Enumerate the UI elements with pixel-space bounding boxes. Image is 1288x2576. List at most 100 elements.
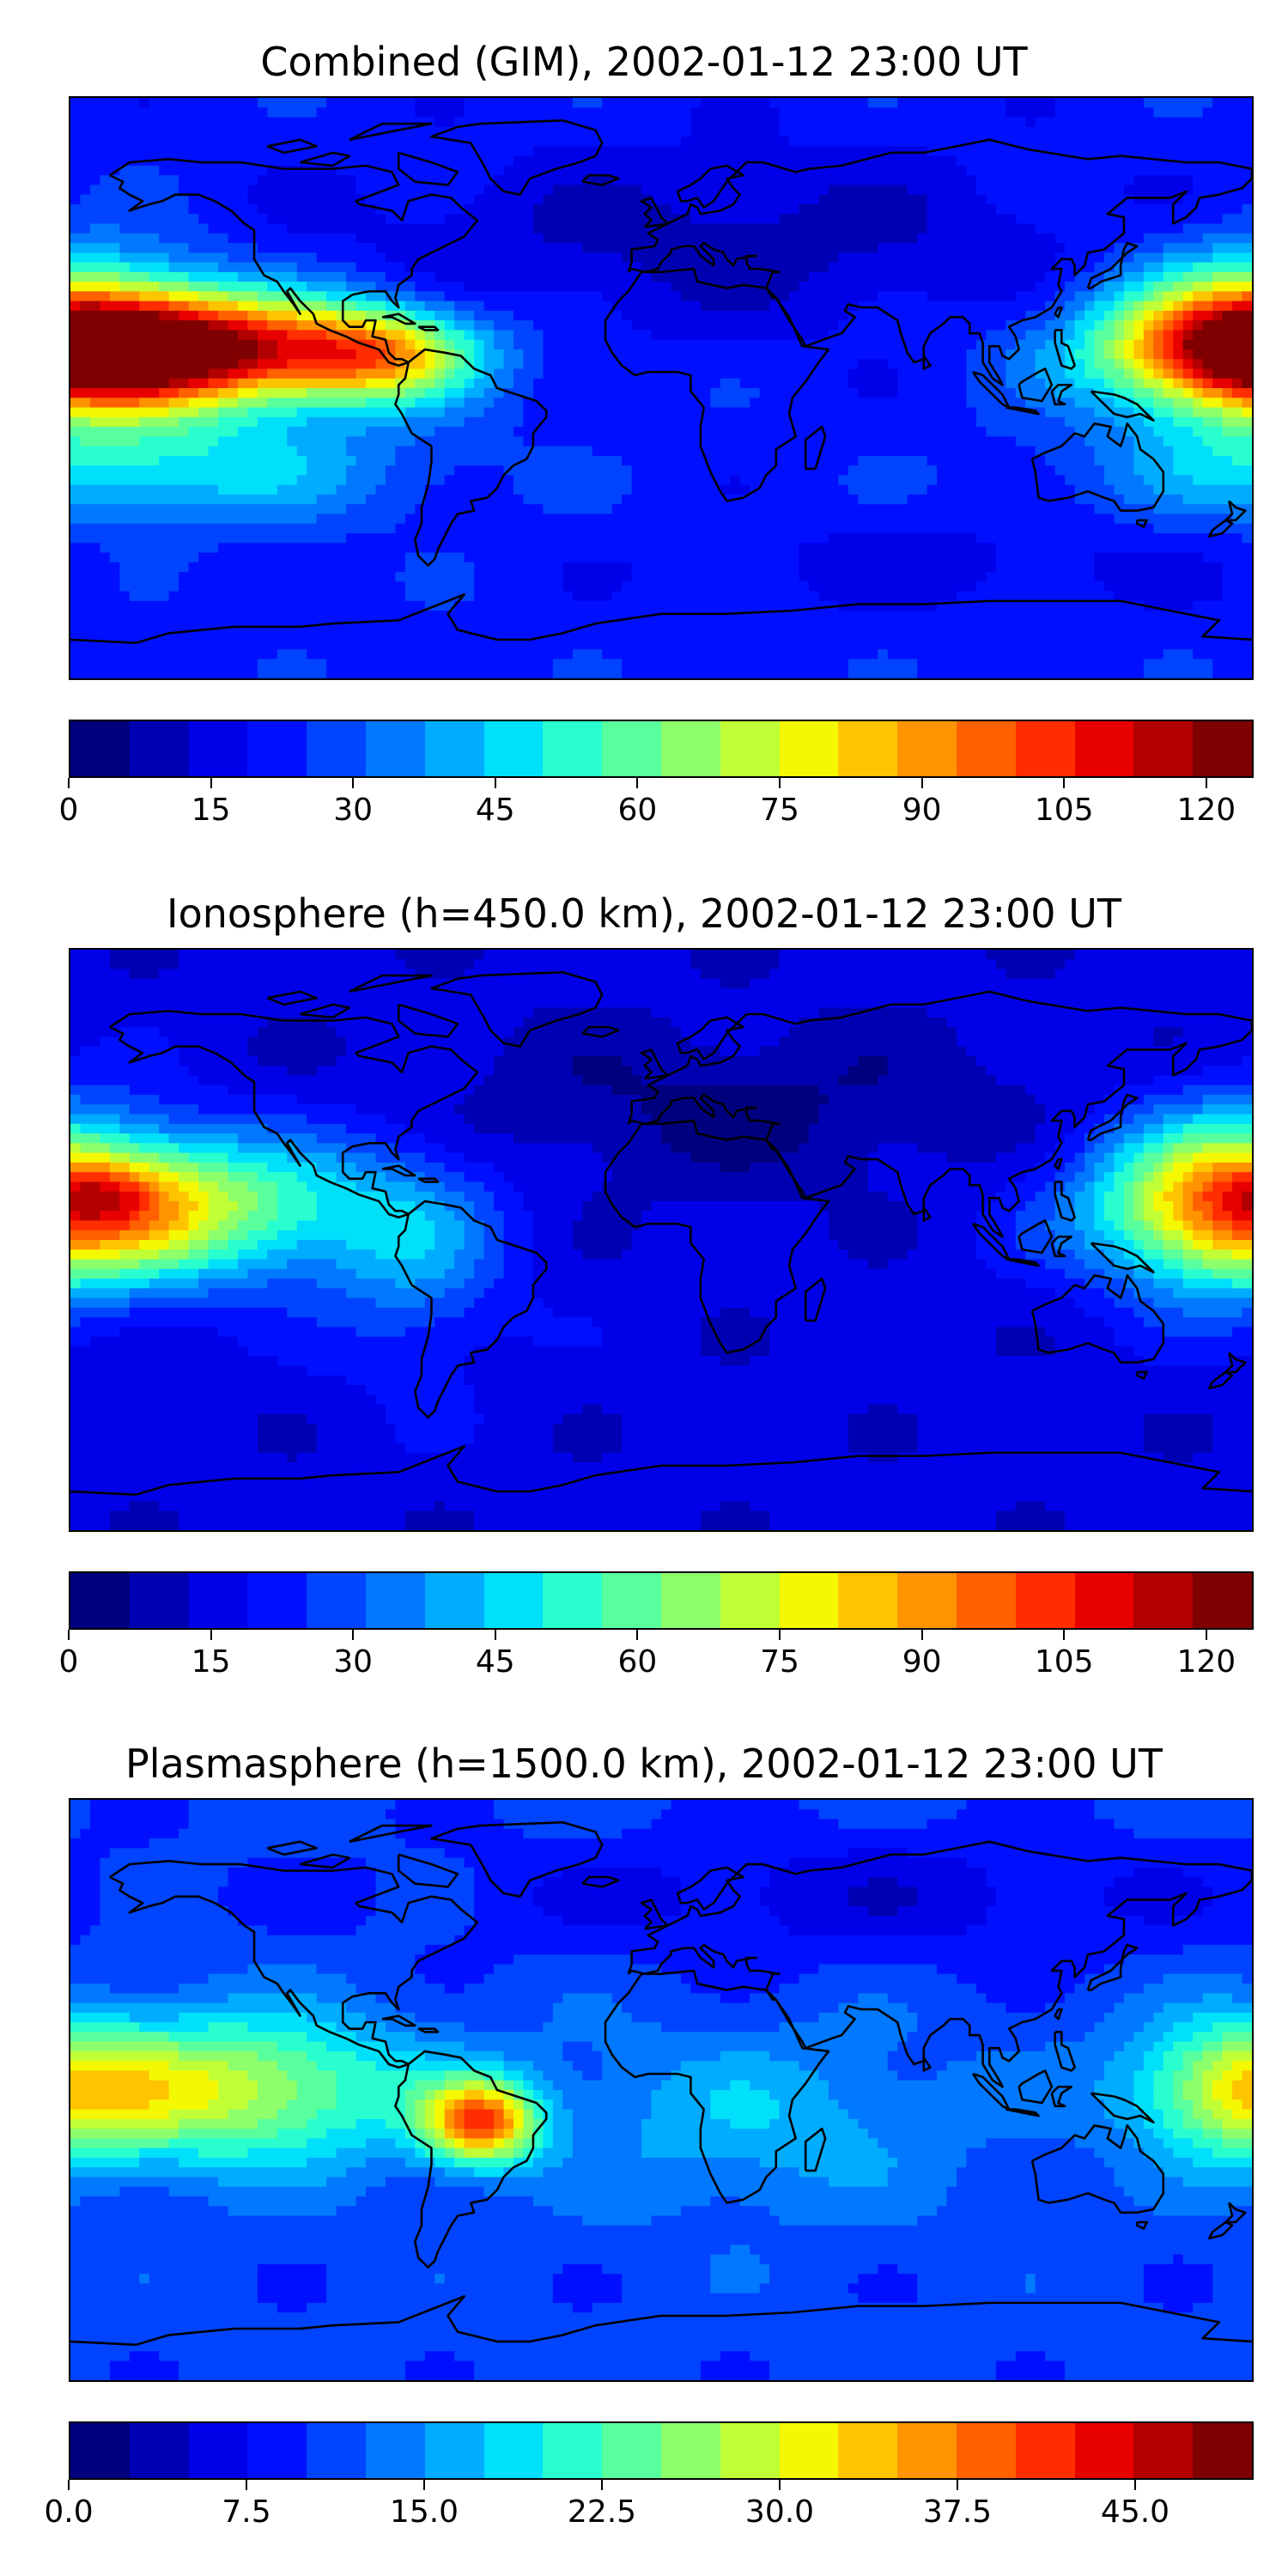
contour-cell: [119, 1191, 141, 1203]
contour-cell: [70, 436, 82, 448]
contour-cell: [975, 2050, 1115, 2063]
contour-cell: [474, 1268, 506, 1280]
contour-cell: [1212, 659, 1252, 671]
contour-cell: [867, 1259, 890, 1271]
contour-cell: [622, 252, 840, 264]
contour-cell: [1143, 659, 1214, 671]
contour-cell: [848, 310, 1027, 322]
contour-cell: [1114, 1327, 1165, 1339]
contour-cell: [149, 1279, 200, 1290]
contour-cell: [415, 2032, 909, 2044]
contour-cell: [523, 349, 544, 361]
contour-cell: [119, 1114, 171, 1126]
contour-cell: [1074, 320, 1097, 331]
colorbar-segment: [838, 721, 898, 776]
contour-cell: [1123, 185, 1194, 197]
contour-cell: [543, 330, 653, 342]
contour-cell: [828, 1211, 919, 1222]
contour-cell: [1182, 378, 1194, 390]
contour-cell: [1133, 1152, 1145, 1164]
contour-cell: [70, 126, 692, 138]
contour-cell: [1133, 1191, 1145, 1203]
contour-cell: [592, 1317, 702, 1328]
contour-cell: [1163, 1152, 1175, 1164]
contour-cell: [70, 1433, 259, 1445]
tick-mark: [779, 2480, 781, 2490]
contour-cell: [1193, 1114, 1252, 1126]
contour-cell: [257, 1172, 299, 1183]
contour-cell: [1104, 1200, 1126, 1212]
contour-cell: [995, 552, 1097, 564]
coastline: [110, 1861, 477, 2067]
contour-cell: [366, 320, 387, 331]
contour-cell: [296, 407, 407, 419]
contour-cell: [454, 2351, 722, 2362]
contour-cell: [661, 1809, 820, 1821]
contour-cell: [523, 2118, 535, 2130]
contour-cell: [1173, 330, 1185, 342]
contour-cell: [395, 2138, 416, 2150]
contour-cell: [316, 1066, 495, 1077]
contour-cell: [237, 301, 259, 313]
coastline: [1225, 501, 1245, 520]
contour-cell: [543, 359, 860, 370]
contour-cell: [70, 1809, 92, 1821]
contour-cell: [1153, 1268, 1185, 1280]
contour-cell: [159, 1095, 299, 1106]
contour-cell: [513, 2148, 525, 2160]
contour-cell: [532, 2090, 544, 2101]
contour-cell: [70, 2157, 141, 2169]
contour-cell: [927, 146, 1252, 158]
contour-cell: [346, 1375, 466, 1387]
contour-cell: [119, 1182, 141, 1194]
coastline: [70, 2296, 1252, 2344]
contour-cell: [720, 484, 751, 496]
contour-cell: [70, 1249, 121, 1261]
contour-cell: [1163, 252, 1214, 264]
contour-cell: [70, 1307, 131, 1319]
contour-cell: [1212, 291, 1244, 303]
contour-cell: [109, 2360, 180, 2372]
contour-cell: [474, 1433, 555, 1445]
contour-cell: [119, 1230, 151, 1242]
coastline: [605, 269, 829, 501]
contour-cell: [1173, 2090, 1185, 2101]
contour-cell: [415, 349, 427, 361]
contour-cell: [366, 1857, 466, 1869]
colorbar-segment: [307, 721, 366, 776]
contour-cell: [1193, 2099, 1205, 2111]
contour-cell: [366, 1385, 476, 1396]
contour-cell: [700, 1510, 771, 1522]
contour-cell: [848, 368, 899, 380]
contour-cell: [1054, 1346, 1135, 1358]
contour-cell: [917, 1443, 1145, 1455]
contour-cell: [218, 1886, 377, 1899]
contour-cell: [887, 2148, 968, 2160]
contour-cell: [109, 1848, 447, 1860]
contour-cell: [474, 1905, 544, 1917]
contour-cell: [995, 543, 1252, 555]
coastline: [418, 2029, 438, 2032]
contour-cell: [424, 339, 436, 351]
contour-cell: [228, 1162, 269, 1174]
contour-cell: [316, 1443, 407, 1455]
contour-cell: [1035, 1162, 1066, 1174]
contour-cell: [247, 310, 269, 322]
contour-cell: [336, 2148, 416, 2160]
contour-cell: [336, 1152, 377, 1164]
contour-cell: [119, 581, 180, 593]
contour-cell: [1242, 533, 1252, 544]
contour-cell: [168, 407, 200, 419]
contour-cell: [474, 339, 486, 351]
contour-cell: [474, 1896, 535, 1908]
contour-cell: [552, 2012, 634, 2024]
contour-cell: [1182, 2050, 1205, 2063]
contour-cell: [198, 1268, 249, 1280]
colorbar-segment: [720, 1573, 780, 1628]
contour-cell: [454, 339, 476, 351]
contour-cell: [346, 271, 387, 283]
contour-cell: [995, 1327, 1047, 1339]
contour-cell: [552, 1443, 623, 1455]
contour-cell: [296, 1095, 466, 1106]
contour-cell: [385, 1114, 466, 1126]
